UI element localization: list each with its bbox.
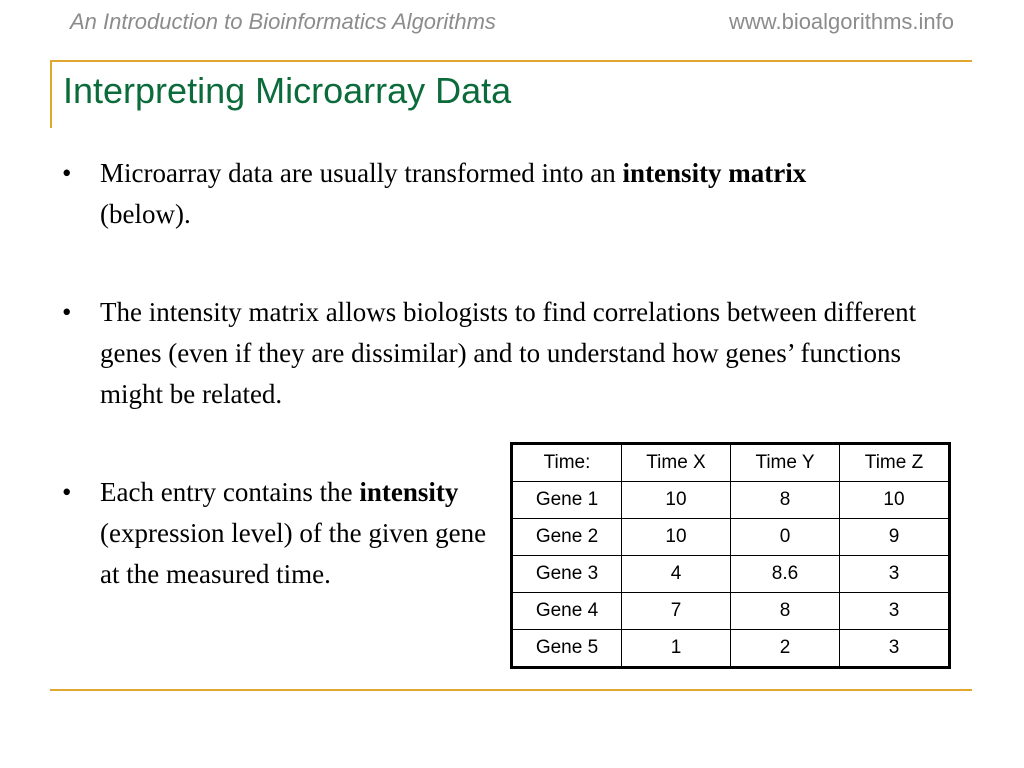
text: (below).	[100, 199, 191, 229]
intensity-table: Time: Time X Time Y Time Z Gene 1 10 8 10 Gene 2…	[510, 442, 951, 669]
bullet: Each entry contains the intensity (expre…	[62, 472, 490, 595]
cell: 10	[839, 481, 950, 519]
cell: 3	[839, 555, 950, 593]
cell: 9	[839, 518, 950, 556]
text: Each entry contains the	[100, 477, 360, 507]
cell: Gene 2	[511, 518, 622, 556]
title-rule	[50, 60, 52, 128]
cell: 8	[730, 481, 840, 519]
cell: 8	[730, 592, 840, 630]
cell: Gene 1	[511, 481, 622, 519]
cell: 10	[621, 518, 731, 556]
row: Gene 1 10 8 10	[511, 481, 950, 519]
cell: 10	[621, 481, 731, 519]
header-row: Time: Time X Time Y Time Z	[511, 443, 950, 482]
bottom-rule	[50, 689, 972, 691]
book-title: An Introduction to Bioinformatics Algori…	[70, 9, 496, 34]
cell: Gene 3	[511, 555, 622, 593]
bold-text: intensity matrix	[622, 158, 807, 188]
cell: 3	[839, 629, 950, 668]
cell: Time:	[511, 443, 622, 482]
slide-title: Interpreting Microarray Data	[63, 70, 512, 111]
cell: Time Z	[839, 443, 950, 482]
text: (expression level) of the given gene at …	[100, 518, 487, 589]
bullet: Microarray data are usually transformed …	[62, 153, 900, 235]
cell: Time Y	[730, 443, 840, 482]
bullet: The intensity matrix allows biologists t…	[62, 292, 920, 415]
text: Microarray data are usually transformed …	[100, 158, 623, 188]
cell: Time X	[621, 443, 731, 482]
cell: Gene 5	[511, 629, 622, 668]
cell: 1	[621, 629, 731, 668]
top-rule	[50, 60, 972, 62]
bold-text: intensity	[359, 477, 459, 507]
cell: 4	[621, 555, 731, 593]
cell: Gene 4	[511, 592, 622, 630]
cell: 0	[730, 518, 840, 556]
cell: 7	[621, 592, 731, 630]
row: Gene 3 4 8.6 3	[511, 555, 950, 593]
cell: 3	[839, 592, 950, 630]
text: The intensity matrix allows biologists t…	[100, 297, 917, 409]
row: Gene 2 10 0 9	[511, 518, 950, 556]
cell: 8.6	[730, 555, 840, 593]
cell: 2	[730, 629, 840, 668]
site-url: www.bioalgorithms.info	[729, 9, 954, 34]
